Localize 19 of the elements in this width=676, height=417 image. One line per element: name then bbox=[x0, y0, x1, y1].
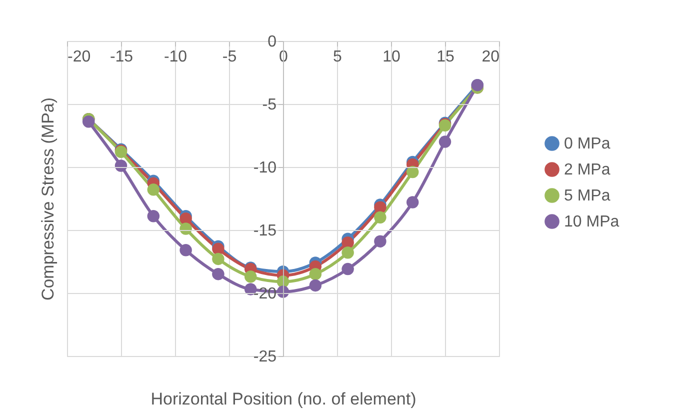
x-tick-label: 20 bbox=[482, 48, 500, 66]
y-tick-label: -15 bbox=[253, 222, 277, 240]
y-axis-title: Compressive Stress (MPa) bbox=[38, 97, 58, 301]
legend-label: 0 MPa bbox=[564, 136, 610, 152]
x-tick-label: 10 bbox=[382, 48, 400, 66]
legend-label: 5 MPa bbox=[564, 188, 610, 204]
x-tick-label: -20 bbox=[68, 48, 91, 66]
y-tick-label: -10 bbox=[253, 160, 277, 176]
x-tick-label: -15 bbox=[110, 48, 134, 66]
x-axis-title: Horizontal Position (no. of element) bbox=[150, 390, 416, 408]
x-tick-label: -5 bbox=[222, 48, 237, 66]
legend-label: 10 MPa bbox=[564, 214, 620, 230]
x-tick-label: -10 bbox=[164, 48, 188, 66]
y-tick-label: -25 bbox=[253, 348, 277, 366]
y-tick-label: 0 bbox=[268, 34, 277, 50]
legend-label: 2 MPa bbox=[564, 162, 610, 178]
y-tick-label: -5 bbox=[262, 96, 277, 114]
x-tick-label: 15 bbox=[436, 48, 454, 66]
x-tick-label: 5 bbox=[333, 48, 342, 66]
